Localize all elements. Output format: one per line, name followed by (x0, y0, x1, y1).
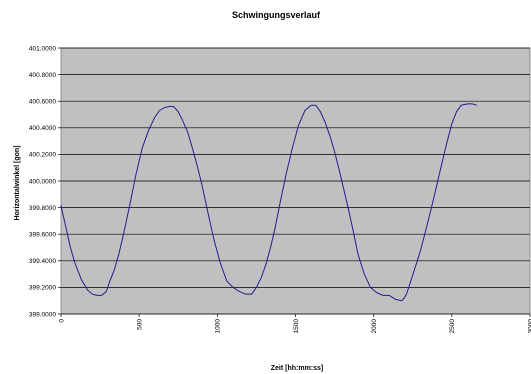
y-axis-ticks: 399.0000 399.2000 399.4000 399.6000 399.8000… (29, 45, 61, 318)
series-line (60, 103, 477, 302)
y-tick-label: 399.4000 (29, 258, 56, 265)
x-tick-label: 2500 (449, 319, 456, 334)
x-tick-label: 500 (136, 319, 143, 330)
y-tick-label: 399.2000 (29, 285, 56, 292)
y-tick-label: 399.0000 (29, 311, 56, 318)
y-tick-label: 400.0000 (29, 178, 56, 185)
x-axis-ticks: 0 500 1000 1500 2000 2500 3000 (58, 314, 531, 333)
y-tick-label: 399.8000 (29, 205, 56, 212)
x-tick-label: 2000 (371, 319, 378, 334)
y-tick-label: 400.6000 (29, 99, 56, 106)
y-tick-label: 400.2000 (29, 152, 56, 159)
y-tick-label: 400.8000 (29, 72, 56, 79)
y-tick-label: 399.6000 (29, 232, 56, 239)
x-tick-label: 1000 (215, 319, 222, 334)
chart-title: Schwingungsverlauf (232, 10, 321, 20)
x-axis-label: Zeit [hh:mm:ss] (271, 365, 324, 372)
y-axis-label: Horizontalwinkel [gon] (14, 145, 21, 220)
x-tick-label: 3000 (527, 319, 531, 334)
y-tick-label: 400.4000 (29, 125, 56, 132)
x-tick-label: 1500 (293, 319, 300, 334)
x-tick-label: 0 (58, 319, 65, 323)
y-tick-label: 401.0000 (29, 45, 56, 52)
